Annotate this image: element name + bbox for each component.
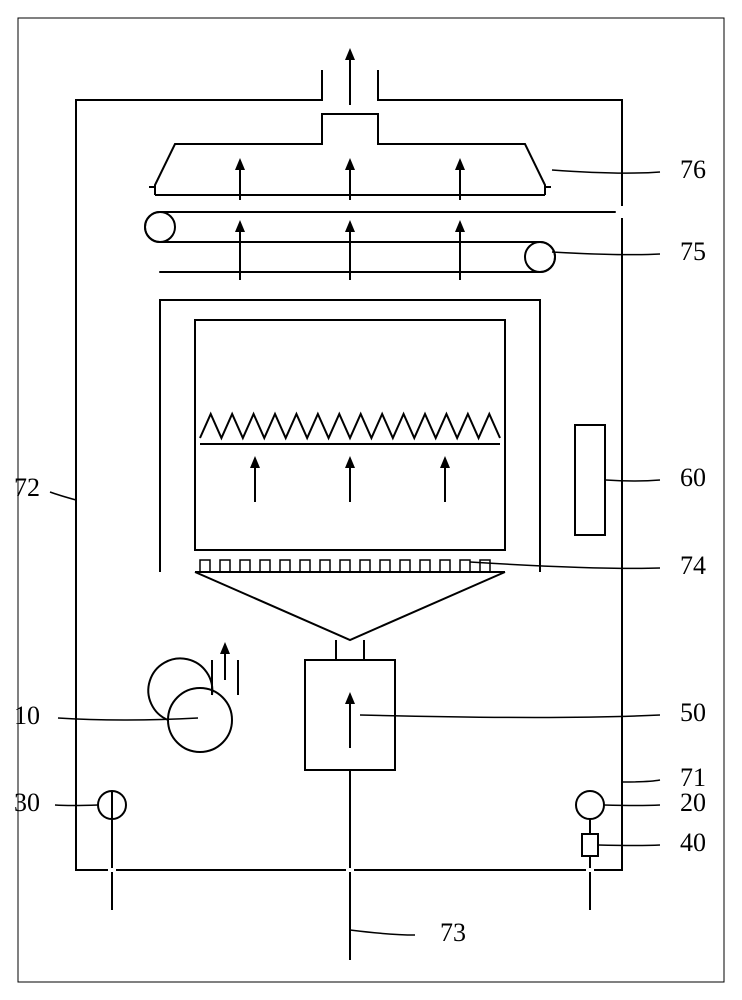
ref-label-73: 73	[440, 918, 466, 947]
leader-line	[350, 930, 415, 935]
ref-label-20: 20	[680, 788, 706, 817]
right-panel	[575, 425, 605, 535]
leader-line	[552, 252, 660, 255]
ref-label-60: 60	[680, 463, 706, 492]
blower	[168, 688, 232, 752]
leader-line	[50, 492, 76, 500]
leader-line	[606, 480, 660, 481]
leader-line	[598, 845, 660, 846]
leader-line	[360, 715, 660, 718]
right-port	[576, 791, 604, 819]
ref-label-74: 74	[680, 551, 706, 580]
ref-label-76: 76	[680, 155, 706, 184]
right-valve	[582, 834, 598, 856]
leader-line	[552, 170, 660, 173]
ref-label-50: 50	[680, 698, 706, 727]
ref-label-40: 40	[680, 828, 706, 857]
leader-line	[622, 780, 660, 782]
leader-line	[58, 718, 198, 720]
ref-label-75: 75	[680, 237, 706, 266]
leader-line	[604, 805, 660, 806]
leader-line	[55, 805, 98, 806]
